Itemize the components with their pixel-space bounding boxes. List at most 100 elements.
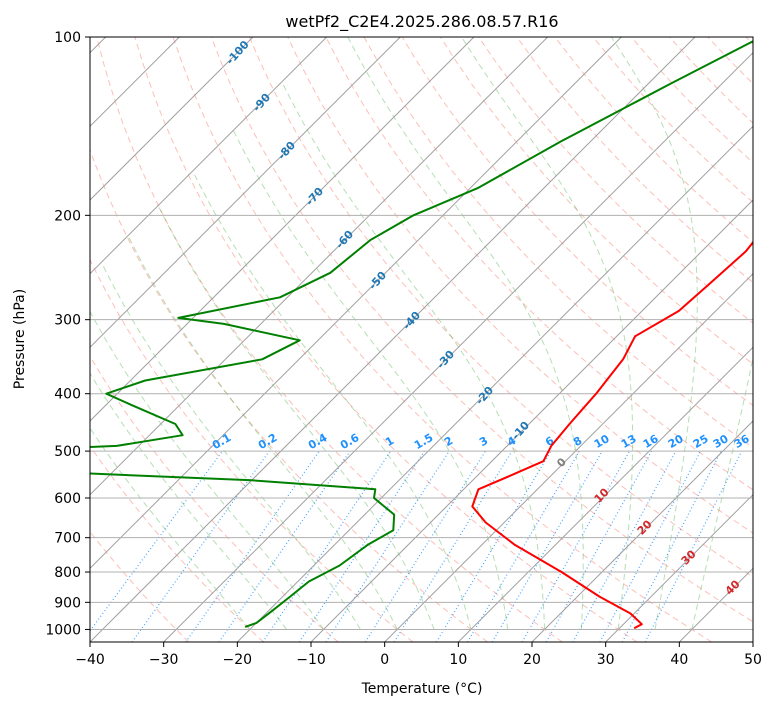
y-tick-label: 800 — [54, 565, 81, 581]
dry-adiabat-line — [516, 37, 753, 284]
isotherm-line — [90, 37, 696, 642]
mixing-ratio-label: 1 — [383, 434, 396, 449]
y-tick-label: 300 — [54, 313, 81, 329]
dry-adiabat-line — [134, 37, 638, 642]
dry-adiabat-line — [325, 37, 753, 491]
mixing-ratio-line — [90, 450, 223, 632]
y-tick-label: 100 — [54, 30, 81, 46]
moist-adiabat-line — [233, 130, 509, 630]
mixing-ratio-line — [621, 450, 722, 642]
x-tick-label: 20 — [523, 652, 541, 668]
dry-adiabat-line — [90, 445, 264, 642]
mixing-ratio-label: 2 — [442, 434, 455, 449]
x-axis-label: Temperature (°C) — [361, 681, 483, 697]
x-tick-label: 40 — [670, 652, 688, 668]
moist-adiabat-line — [90, 372, 288, 630]
mixing-ratio-line — [393, 450, 513, 642]
mixing-ratio-label: 20 — [666, 432, 686, 451]
temperature-profile-line — [471, 240, 753, 630]
isotherm-line — [384, 272, 753, 642]
moist-adiabat-label: 40 — [723, 577, 743, 597]
x-tick-label: −20 — [223, 652, 253, 668]
y-axis: 100 200 300 400 500 600 700 800 900 1000 — [45, 30, 90, 638]
isotherm-line — [90, 37, 328, 275]
x-tick-label: −30 — [149, 652, 179, 668]
background-lines-layer — [90, 37, 753, 642]
isotherm-line — [163, 51, 753, 642]
moist-adiabat-line — [347, 37, 584, 630]
isotherm-line — [90, 37, 549, 496]
isotherm-line — [236, 125, 753, 642]
isotherm-line — [90, 37, 254, 201]
isotherm-line — [752, 641, 753, 642]
mixing-ratio-line — [644, 450, 743, 642]
mixing-ratio-label: 13 — [619, 432, 639, 451]
mixing-ratio-label: 30 — [711, 432, 731, 451]
mixing-ratio-label: 0.2 — [256, 431, 279, 452]
y-tick-label: 500 — [54, 444, 81, 460]
moist-adiabat-line — [610, 37, 698, 630]
mixing-ratio-line — [325, 450, 450, 642]
mixing-ratio-line — [262, 450, 392, 642]
moist-adiabat-line — [691, 355, 753, 630]
y-tick-label: 700 — [54, 531, 81, 547]
x-axis: −40 −30 −20 −10 0 10 20 30 40 50 — [75, 642, 762, 668]
y-tick-label: 900 — [54, 595, 81, 611]
y-tick-label: 400 — [54, 387, 81, 403]
moist-adiabat-label: 0 — [554, 455, 569, 470]
x-tick-label: 50 — [744, 652, 762, 668]
mixing-ratio-line — [185, 450, 320, 642]
dry-adiabat-line — [90, 258, 414, 642]
dewpoint-profile-line — [90, 40, 753, 628]
moist-adiabat-label: 20 — [635, 517, 655, 537]
mixing-ratio-label: 0.6 — [338, 431, 362, 452]
dry-adiabat-line — [90, 531, 190, 642]
mixing-ratio-label: 1.5 — [412, 431, 435, 452]
mixing-ratio-line — [131, 450, 270, 642]
isotherm-line — [605, 493, 753, 642]
mixing-ratio-label: 10 — [592, 432, 612, 451]
mixing-ratio-line — [599, 450, 702, 642]
moist-adiabat-line — [90, 310, 324, 630]
dry-adiabat-line — [90, 355, 339, 642]
x-tick-label: 0 — [380, 652, 389, 668]
mixing-ratio-line — [521, 450, 631, 642]
dry-adiabat-line — [592, 37, 753, 203]
dry-adiabat-line — [90, 148, 488, 642]
mixing-ratio-label: 36 — [732, 432, 752, 451]
isotherm-line — [90, 37, 401, 349]
dry-adiabat-line — [249, 37, 753, 578]
isotherm-line — [678, 567, 753, 642]
moist-adiabat-line — [90, 427, 251, 630]
isotherm-line — [90, 37, 622, 570]
data-layer — [90, 40, 753, 630]
isotherm-line — [90, 37, 475, 422]
moist-adiabat-label: 10 — [592, 485, 612, 505]
mixing-ratio-label: 8 — [571, 434, 584, 449]
mixing-ratio-line — [545, 450, 653, 642]
y-tick-label: 1000 — [45, 622, 81, 638]
dry-adiabat-line — [707, 37, 753, 85]
x-tick-label: −40 — [75, 652, 105, 668]
dry-adiabat-line — [745, 37, 753, 45]
y-tick-label: 200 — [54, 208, 81, 224]
dry-adiabat-line — [172, 37, 712, 642]
mixing-ratio-label: 3 — [477, 434, 490, 449]
mixing-ratio-label: 0.4 — [306, 431, 330, 452]
mixing-ratio-line — [218, 450, 351, 642]
chart-title: wetPf2_C2E4.2025.286.08.57.R16 — [285, 12, 558, 32]
plot-frame — [89, 36, 754, 643]
moist-adiabat-line — [101, 264, 361, 630]
isotherm-line — [531, 420, 753, 642]
dry-adiabat-line — [287, 37, 753, 534]
dry-adiabat-line — [210, 37, 753, 623]
mixing-ratio-line — [364, 450, 486, 642]
x-tick-label: −10 — [296, 652, 326, 668]
mixing-ratio-label: 16 — [641, 432, 661, 451]
moist-adiabat-line — [158, 207, 435, 630]
y-axis-label: Pressure (hPa) — [12, 289, 28, 389]
isotherm-line — [457, 346, 753, 642]
y-tick-label: 600 — [54, 491, 81, 507]
moist-adiabat-line — [193, 173, 472, 630]
